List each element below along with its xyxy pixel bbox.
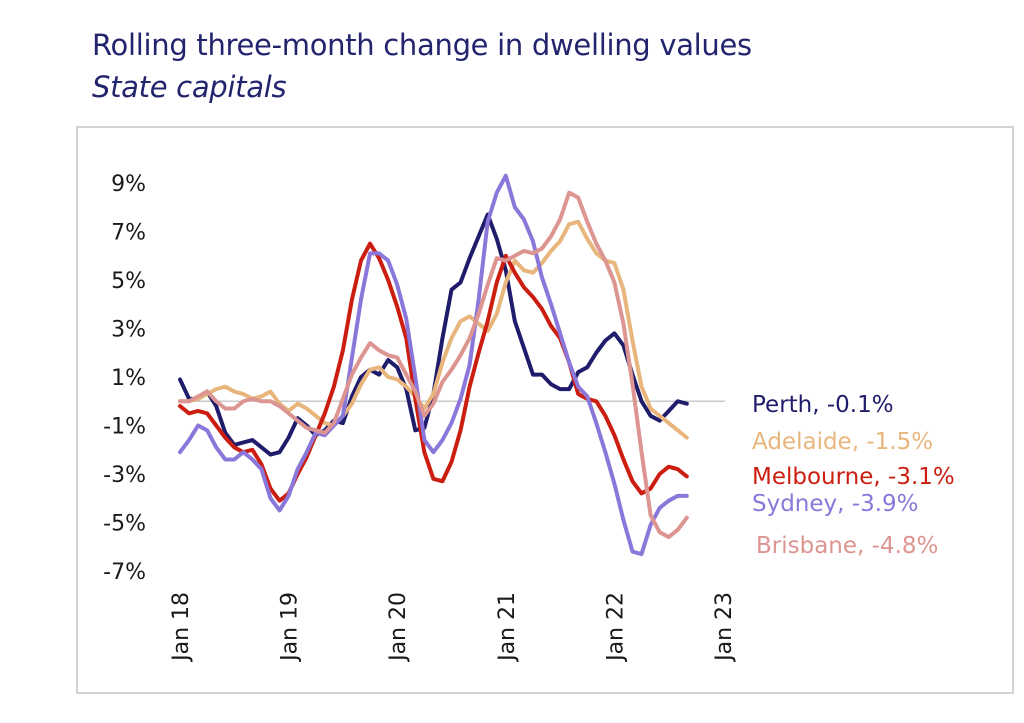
y-tick-label: -7% (103, 560, 146, 585)
chart-frame (76, 126, 1014, 694)
y-tick-label: 5% (111, 269, 146, 294)
y-tick-label: -3% (103, 463, 146, 488)
series-line-perth (178, 212, 689, 457)
end-label-perth: Perth, -0.1% (752, 392, 894, 418)
series-lines (178, 173, 689, 557)
y-tick-label: 7% (111, 221, 146, 246)
y-tick-label: 1% (111, 366, 146, 391)
end-label-sydney: Sydney, -3.9% (752, 491, 919, 517)
end-label-brisbane: Brisbane, -4.8% (756, 533, 938, 559)
x-tick-label: Jan 19 (278, 592, 303, 663)
x-tick-label: Jan 22 (603, 592, 628, 663)
series-line-brisbane (178, 190, 689, 540)
end-label-adelaide: Adelaide, -1.5% (752, 429, 933, 455)
series-line-sydney (178, 173, 689, 557)
x-tick-label: Jan 20 (386, 592, 411, 663)
chart-subtitle: State capitals (92, 70, 287, 104)
x-tick-label: Jan 18 (169, 592, 194, 663)
y-tick-label: 9% (111, 172, 146, 197)
y-axis-ticks: 9% 7% 5% 3% 1% -1% -3% -5% -7% (103, 172, 146, 585)
y-tick-label: -5% (103, 512, 146, 537)
x-tick-label: Jan 21 (495, 592, 520, 663)
x-tick-label: Jan 23 (712, 592, 737, 663)
y-tick-label: 3% (111, 318, 146, 343)
end-label-melbourne: Melbourne, -3.1% (752, 464, 955, 490)
series-end-labels: Perth, -0.1% Adelaide, -1.5% Melbourne, -3… (752, 392, 955, 559)
y-tick-label: -1% (103, 415, 146, 440)
x-axis-ticks: Jan 18 Jan 19 Jan 20 Jan 21 Jan 22 Jan 23 (169, 592, 737, 663)
chart-title: Rolling three-month change in dwelling v… (92, 28, 752, 62)
